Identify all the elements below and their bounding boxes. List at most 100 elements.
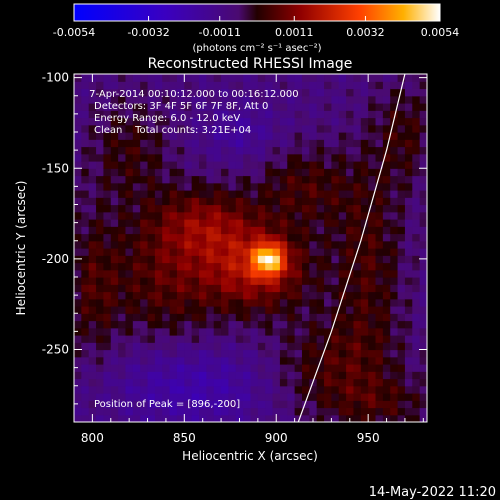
heatmap-cell	[140, 327, 149, 336]
heatmap-cell	[125, 161, 134, 169]
heatmap-cell	[154, 240, 163, 249]
heatmap-cell	[169, 364, 178, 372]
heatmap-cell	[324, 349, 332, 358]
heatmap-cell	[213, 364, 222, 372]
heatmap-cell	[324, 414, 332, 422]
heatmap-cell	[228, 284, 237, 293]
heatmap-cell	[368, 211, 377, 220]
heatmap-cell	[176, 277, 185, 285]
heatmap-cell	[132, 248, 141, 256]
heatmap-cell	[110, 284, 119, 293]
heatmap-cell	[140, 356, 149, 365]
heatmap-cell	[265, 95, 274, 104]
heatmap-cell	[397, 248, 406, 256]
heatmap-cell	[176, 364, 185, 372]
heatmap-cell	[154, 313, 163, 322]
heatmap-cell	[375, 95, 384, 104]
heatmap-cell	[265, 407, 274, 416]
heatmap-cell	[309, 74, 318, 82]
heatmap-cell	[243, 204, 252, 213]
heatmap-cell	[294, 197, 303, 206]
heatmap-cell	[287, 291, 296, 300]
heatmap-cell	[265, 313, 274, 322]
heatmap-cell	[221, 168, 230, 177]
heatmap-cell	[250, 146, 259, 155]
heatmap-cell	[272, 233, 281, 242]
heatmap-cell	[169, 226, 178, 235]
heatmap-cell	[96, 255, 105, 264]
heatmap-cell	[316, 204, 325, 213]
heatmap-cell	[309, 175, 318, 184]
heatmap-cell	[81, 175, 90, 184]
heatmap-cell	[88, 95, 97, 104]
heatmap-cell	[228, 349, 237, 358]
heatmap-cell	[272, 117, 281, 126]
heatmap-cell	[191, 248, 200, 256]
heatmap-cell	[375, 211, 384, 220]
heatmap-cell	[331, 291, 340, 300]
heatmap-cell	[412, 175, 421, 184]
heatmap-cell	[272, 385, 281, 394]
heatmap-cell	[397, 255, 406, 264]
heatmap-cell	[191, 226, 200, 235]
heatmap-cell	[397, 393, 406, 401]
heatmap-cell	[206, 378, 215, 387]
heatmap-cell	[397, 219, 406, 227]
heatmap-cell	[368, 291, 377, 300]
heatmap-cell	[324, 240, 332, 249]
heatmap-cell	[213, 190, 222, 198]
heatmap-cell	[221, 306, 230, 314]
heatmap-cell	[353, 240, 362, 249]
heatmap-cell	[184, 175, 193, 184]
heatmap-cell	[81, 161, 90, 169]
heatmap-cell	[154, 385, 163, 394]
heatmap-cell	[191, 313, 200, 322]
heatmap-cell	[243, 306, 252, 314]
heatmap-cell	[243, 117, 252, 126]
heatmap-cell	[331, 182, 340, 191]
heatmap-cell	[243, 327, 252, 336]
heatmap-cell	[184, 313, 193, 322]
heatmap-cell	[169, 393, 178, 401]
heatmap-cell	[382, 139, 391, 148]
heatmap-cell	[154, 139, 163, 148]
heatmap-cell	[221, 298, 230, 307]
heatmap-cell	[316, 197, 325, 206]
heatmap-cell	[110, 132, 119, 140]
heatmap-cell	[184, 132, 193, 140]
heatmap-cell	[382, 117, 391, 126]
heatmap-cell	[257, 81, 266, 90]
heatmap-cell	[154, 219, 163, 227]
heatmap-cell	[272, 182, 281, 191]
heatmap-cell	[346, 103, 355, 111]
heatmap-cell	[368, 74, 377, 82]
heatmap-cell	[346, 371, 355, 380]
heatmap-cell	[331, 371, 340, 380]
heatmap-cell	[301, 313, 310, 322]
heatmap-cell	[221, 349, 230, 358]
heatmap-cell	[235, 139, 244, 148]
heatmap-cell	[140, 175, 149, 184]
heatmap-cell	[404, 110, 413, 119]
heatmap-cell	[331, 327, 340, 336]
heatmap-cell	[316, 168, 325, 177]
heatmap-cell	[404, 211, 413, 220]
heatmap-cell	[235, 110, 244, 119]
heatmap-cell	[147, 407, 156, 416]
heatmap-cell	[243, 407, 252, 416]
heatmap-cell	[213, 371, 222, 380]
heatmap-cell	[169, 190, 178, 198]
heatmap-cell	[316, 95, 325, 104]
heatmap-cell	[88, 248, 97, 256]
heatmap-cell	[191, 110, 200, 119]
heatmap-cell	[287, 364, 296, 372]
heatmap-cell	[88, 110, 97, 119]
heatmap-cell	[147, 175, 156, 184]
heatmap-cell	[316, 211, 325, 220]
heatmap-cell	[228, 117, 237, 126]
heatmap-cell	[191, 414, 200, 422]
heatmap-cell	[199, 197, 207, 206]
heatmap-cell	[147, 168, 156, 177]
heatmap-cell	[272, 132, 281, 140]
heatmap-cell	[221, 74, 230, 82]
